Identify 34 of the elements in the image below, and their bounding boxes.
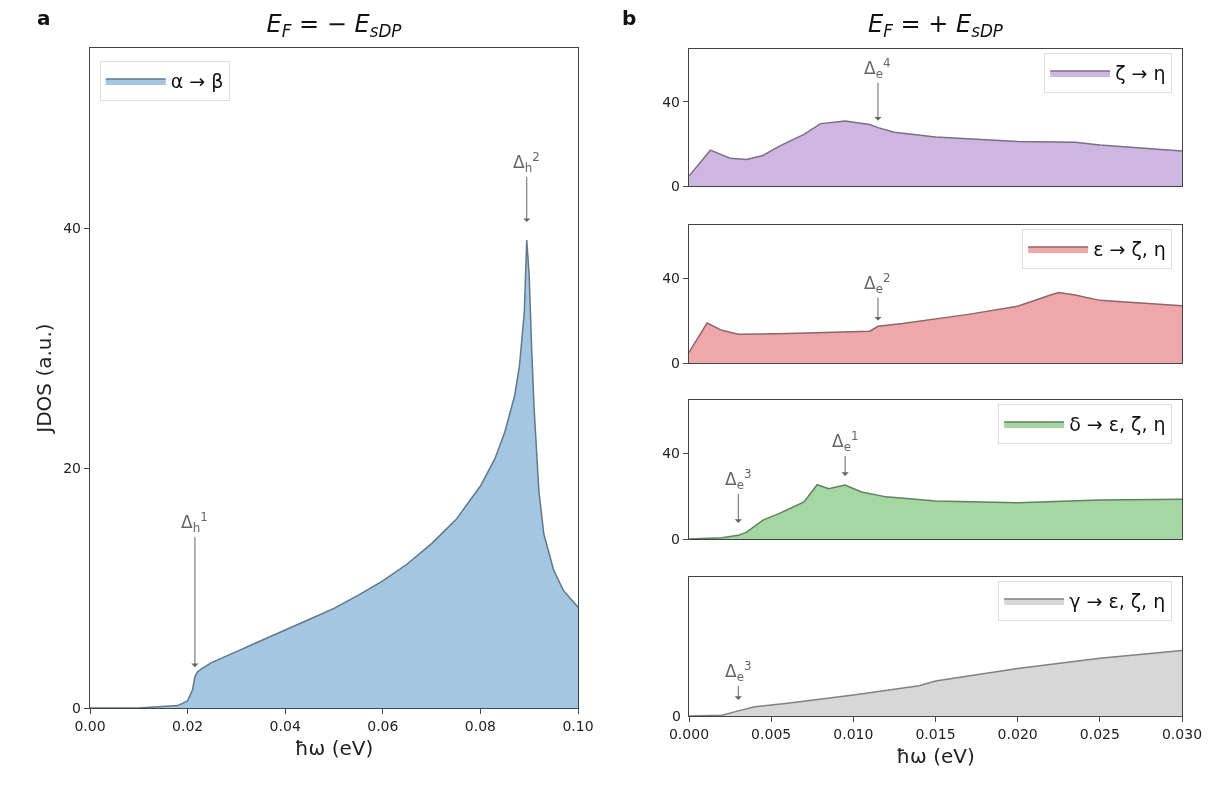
y-tick-label: 40 [662, 445, 680, 462]
x-tick-label: 0.025 [1079, 726, 1120, 742]
legend-label: δ → ε, ζ, η [1069, 413, 1166, 436]
x-tick-label: 0.020 [997, 726, 1038, 742]
x-tick-label: 0.030 [1161, 726, 1203, 742]
x-tick-label: 0.06 [367, 718, 399, 734]
chart-title: E$_{F}$ = + E$_{sDP}$ [868, 10, 1004, 42]
legend-label: ε → ζ, η [1093, 238, 1166, 261]
text: b [622, 6, 637, 30]
y-tick-label: 40 [662, 93, 680, 110]
y-tick-label: 40 [63, 219, 81, 236]
x-tick-label: 0.04 [269, 718, 301, 734]
x-tick-label: 0.02 [172, 718, 204, 734]
x-tick-label: 0.08 [464, 718, 496, 734]
y-tick-label: 20 [63, 459, 81, 476]
x-tick-label: 0.010 [833, 726, 874, 742]
x-axis-title: ħω (eV) [896, 744, 975, 769]
y-tick-label: 0 [72, 699, 81, 716]
legend-label: ζ → η [1115, 62, 1166, 85]
y-axis-title: JDOS (a.u.) [31, 323, 56, 435]
x-tick-label: 0.000 [668, 726, 710, 742]
x-tick-label: 0.10 [562, 718, 594, 734]
legend-label: γ → ε, ζ, η [1069, 590, 1166, 613]
x-axis-title: ħω (eV) [294, 736, 374, 761]
x-tick-label: 0.005 [751, 726, 792, 742]
y-tick-label: 40 [662, 269, 680, 286]
y-tick-label: 0 [671, 354, 680, 371]
y-tick-label: 0 [671, 530, 680, 547]
x-tick-label: 0.00 [74, 718, 106, 734]
legend-label: α → β [170, 70, 224, 93]
chart-title: E$_{F}$ = − E$_{sDP}$ [266, 10, 403, 42]
y-tick-label: 0 [671, 177, 680, 194]
text: a [37, 6, 51, 30]
x-tick-label: 0.015 [915, 726, 956, 742]
